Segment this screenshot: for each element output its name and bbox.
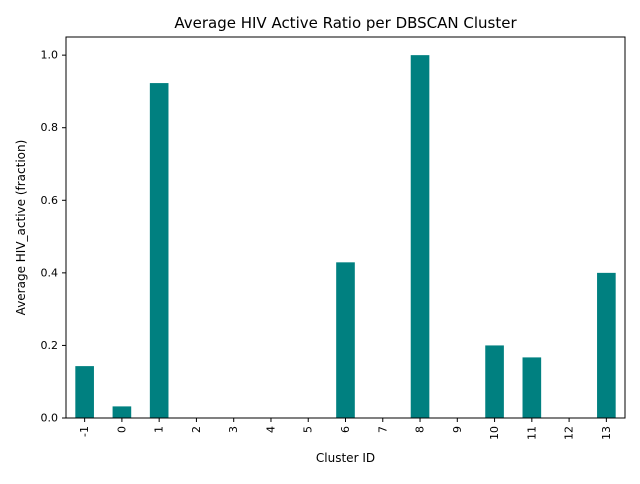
bar-cluster--1 (75, 366, 94, 418)
x-tick-label: 5 (302, 426, 315, 433)
x-tick-label: -1 (78, 426, 91, 437)
y-tick-label: 0.4 (41, 266, 59, 279)
bar-cluster-8 (410, 55, 430, 418)
y-tick-label: 1.0 (41, 49, 59, 62)
x-tick-label: 7 (376, 426, 389, 433)
bar-cluster-13 (597, 272, 616, 418)
x-tick-label: 8 (414, 426, 427, 433)
x-tick-label: 2 (190, 426, 203, 433)
bars-layer (75, 55, 616, 418)
plot-frame (65, 36, 626, 419)
x-tick-label: 0 (115, 426, 128, 433)
y-tick-label: 0.0 (41, 412, 59, 425)
x-tick-label: 12 (563, 426, 576, 440)
x-axis-label: Cluster ID (316, 451, 375, 465)
x-tick-label: 9 (451, 426, 464, 433)
x-tick-label: 10 (488, 426, 501, 440)
x-tick-label: 6 (339, 426, 352, 433)
x-tick-label: 3 (227, 426, 240, 433)
chart-title: Average HIV Active Ratio per DBSCAN Clus… (174, 14, 517, 32)
y-tick-label: 0.2 (41, 339, 59, 352)
bar-cluster-0 (112, 406, 132, 418)
x-tick-label: 4 (264, 426, 277, 433)
bar-cluster-10 (485, 345, 504, 418)
x-tick-label: 13 (600, 426, 613, 440)
y-tick-label: 0.6 (41, 194, 59, 207)
x-ticks: -1 0 1 2 3 4 5 6 7 8 9 10 11 12 13 (78, 418, 613, 440)
y-ticks: 0.0 0.2 0.4 0.6 0.8 1.0 (41, 49, 66, 425)
bar-cluster-1 (149, 83, 169, 418)
y-tick-label: 0.8 (41, 121, 59, 134)
bar-cluster-11 (522, 357, 542, 418)
bar-cluster-6 (336, 262, 355, 418)
y-axis-label: Average HIV_active (fraction) (14, 140, 28, 316)
x-tick-label: 1 (153, 426, 166, 433)
x-tick-label: 11 (525, 426, 538, 440)
